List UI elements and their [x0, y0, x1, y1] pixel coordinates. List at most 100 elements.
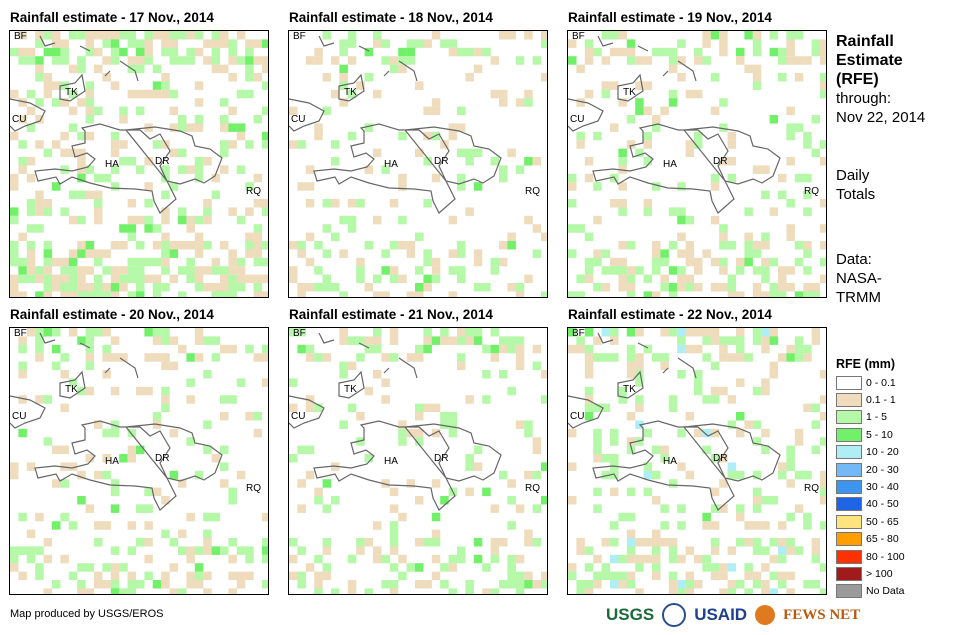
rainfall-cell [490, 588, 500, 594]
rainfall-cell [811, 291, 821, 297]
rainfall-cell [811, 115, 821, 124]
rainfall-cell [719, 157, 728, 166]
rainfall-cell [398, 420, 407, 429]
rainfall-cell [220, 266, 229, 275]
rainfall-cell [803, 403, 812, 413]
rainfall-cell [541, 232, 547, 242]
rainfall-cell [356, 412, 365, 421]
rainfall-cell [668, 571, 678, 581]
legend-swatch [836, 566, 862, 581]
rainfall-cell [262, 131, 268, 141]
rainfall-cell [331, 283, 340, 292]
rainfall-cell [35, 98, 44, 107]
rainfall-cell [626, 512, 636, 522]
rainfall-cell [398, 215, 407, 225]
rainfall-cell [515, 98, 525, 107]
rainfall-cell [610, 454, 619, 463]
rainfall-cell [236, 274, 246, 284]
rainfall-cell [490, 89, 500, 99]
rainfall-cell [305, 56, 315, 65]
rainfall-cell [507, 580, 516, 589]
rainfall-cell [499, 241, 508, 250]
rainfall-cell [406, 353, 416, 362]
rainfall-cell [347, 199, 357, 208]
rainfall-cell [635, 56, 644, 65]
rainfall-cell [262, 56, 268, 65]
rainfall-cell [94, 521, 103, 530]
rainfall-cell [339, 39, 348, 48]
rainfall-cell [381, 479, 390, 488]
rainfall-cell [169, 31, 179, 40]
rainfall-cell [685, 241, 695, 250]
rainfall-cell [110, 428, 120, 438]
rainfall-cell [786, 47, 795, 57]
rainfall-cell [727, 131, 737, 141]
rainfall-cell [60, 291, 69, 297]
rainfall-cell [618, 283, 627, 292]
rainfall-cell [178, 241, 187, 250]
rainfall-cell [161, 39, 170, 48]
rainfall-cell [635, 98, 644, 107]
rainfall-cell [228, 571, 237, 581]
rainfall-cell [10, 554, 19, 564]
rainfall-cell [448, 554, 458, 564]
rainfall-cell [220, 412, 229, 421]
rainfall-cell [465, 487, 474, 497]
rainfall-cell [220, 115, 229, 124]
logos: USGS USAID FEWS NET [606, 603, 860, 627]
rainfall-cell [811, 554, 821, 564]
legend-swatch [836, 445, 862, 460]
rainfall-cell [448, 123, 458, 132]
rainfall-cell [364, 538, 374, 547]
rainfall-cell [677, 428, 686, 438]
rainfall-cell [85, 361, 95, 371]
rainfall-cell [136, 283, 145, 292]
rainfall-cell [702, 31, 711, 40]
rainfall-cell [761, 588, 770, 594]
rainfall-cell [169, 361, 179, 371]
legend-item: 65 - 80 [836, 531, 905, 548]
rainfall-cell [532, 580, 542, 589]
rainfall-cell [584, 232, 594, 242]
rainfall-cell [769, 115, 779, 124]
rainfall-cell [618, 512, 627, 522]
rainfall-cell [178, 266, 187, 275]
rainfall-cell [102, 521, 111, 530]
rainfall-cell [60, 39, 69, 48]
rainfall-cell [262, 353, 268, 362]
rainfall-cell [245, 73, 254, 82]
rainfall-cell [228, 39, 237, 48]
rainfall-cell [786, 123, 795, 132]
rainfall-cell [490, 353, 500, 362]
rainfall-cell [710, 336, 720, 345]
rainfall-cell [119, 106, 128, 116]
rainfall-cell [262, 199, 268, 208]
rainfall-cell [127, 571, 137, 581]
rainfall-cell [297, 580, 306, 589]
rainfall-cell [102, 173, 111, 183]
rainfall-cell [778, 291, 787, 297]
rainfall-cell [584, 361, 594, 371]
rainfall-cell [289, 140, 298, 149]
rainfall-cell [389, 56, 399, 65]
rainfall-cell [568, 249, 577, 258]
rainfall-cell [228, 249, 237, 258]
rainfall-cell [102, 353, 111, 362]
rainfall-cell [52, 274, 61, 284]
rainfall-cell [473, 47, 483, 57]
rainfall-cell [322, 563, 332, 572]
rainfall-cell [347, 588, 357, 594]
rainfall-cell [668, 538, 678, 547]
rainfall-cell [60, 257, 69, 267]
rainfall-cell [228, 266, 237, 275]
rainfall-cell [752, 546, 762, 555]
rainfall-cell [68, 215, 78, 225]
rainfall-cell [144, 199, 153, 208]
coastline-cuba [568, 395, 604, 429]
rainfall-cell [253, 283, 263, 292]
rainfall-cell [297, 504, 306, 513]
rainfall-cell [626, 47, 636, 57]
rainfall-cell [643, 157, 653, 166]
rainfall-cell [465, 395, 474, 404]
rainfall-cell [18, 344, 27, 354]
